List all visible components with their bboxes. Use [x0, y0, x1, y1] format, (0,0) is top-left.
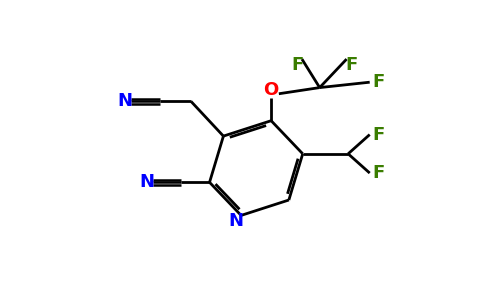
Text: F: F: [345, 56, 357, 74]
Text: N: N: [139, 173, 154, 191]
Text: F: F: [291, 56, 303, 74]
Text: N: N: [228, 212, 243, 230]
Text: O: O: [263, 81, 279, 99]
Text: N: N: [117, 92, 132, 110]
Text: F: F: [373, 164, 385, 182]
Text: F: F: [373, 126, 385, 144]
Text: F: F: [373, 73, 385, 91]
